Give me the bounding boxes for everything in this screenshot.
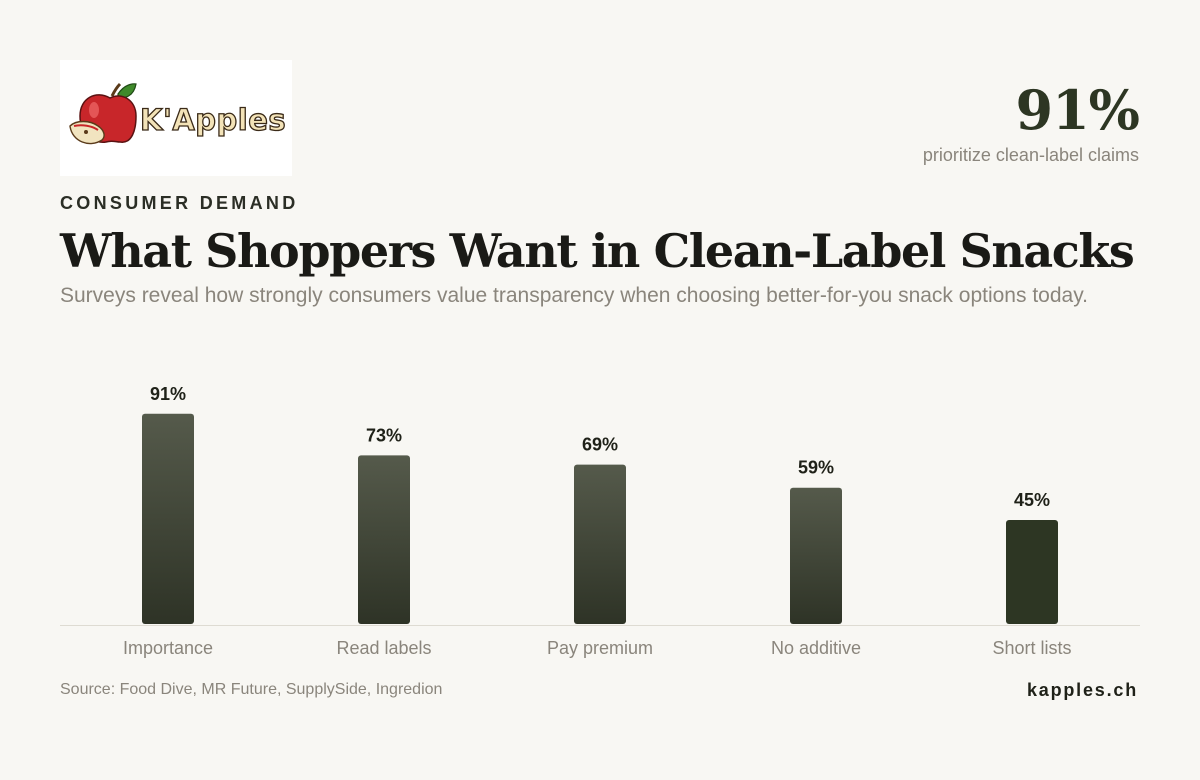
bar-value-label: 45%: [1014, 490, 1050, 510]
chart-title: What Shoppers Want in Clean-Label Snacks: [60, 224, 1135, 278]
headline-stat-label: prioritize clean-label claims: [922, 145, 1139, 165]
headline-stat-value: 91%: [1015, 78, 1140, 142]
bar-value-label: 69%: [582, 435, 618, 455]
headline-stat: 91% prioritize clean-label claims: [922, 78, 1140, 167]
bar-read-labels: [358, 455, 410, 624]
category-label: Read labels: [336, 638, 431, 658]
source-note: Source: Food Dive, MR Future, SupplySide…: [60, 681, 443, 698]
category-label: Importance: [123, 638, 213, 658]
chart-subtitle: Surveys reveal how strongly consumers va…: [60, 284, 1088, 307]
category-label: No additive: [771, 638, 861, 658]
logo-wordmark: K'Apples: [140, 103, 286, 137]
brand-logo: K'Apples: [60, 60, 292, 176]
category-label: Short lists: [992, 638, 1071, 658]
category-label: Pay premium: [547, 638, 653, 658]
apple-logo-icon: K'Apples: [69, 82, 286, 145]
bar-importance: [142, 413, 194, 624]
bar-no-additive: [790, 487, 842, 624]
site-link[interactable]: kapples.ch: [1026, 680, 1138, 700]
bar-short-lists: [1006, 520, 1058, 624]
bar-pay-premium: [574, 464, 626, 624]
bar-value-label: 91%: [150, 384, 186, 404]
eyebrow-label: CONSUMER DEMAND: [60, 193, 299, 213]
bar-value-label: 59%: [798, 458, 834, 478]
bar-value-label: 73%: [366, 425, 402, 445]
